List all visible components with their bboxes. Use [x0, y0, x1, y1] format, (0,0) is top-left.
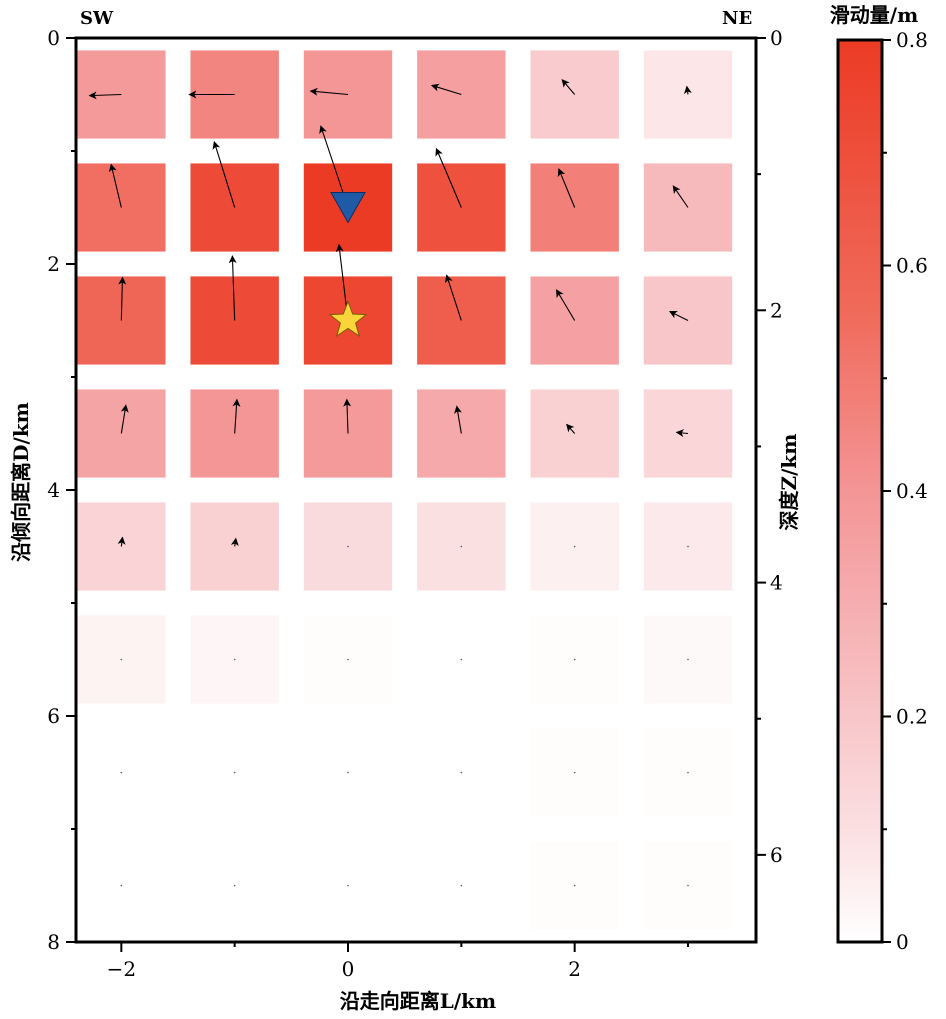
colorbar-tick-label: 0.4 — [896, 479, 928, 503]
hypocenter-star — [328, 300, 368, 338]
slip-vector-r3-c1 — [118, 276, 127, 321]
slip-vector-r1-c5 — [561, 79, 576, 95]
slip-vector-r3-c5 — [556, 289, 576, 321]
x-tick-label: 0 — [342, 957, 355, 981]
slip-vector-r6-c3 — [347, 658, 349, 661]
slip-vector-r4-c4 — [454, 405, 462, 434]
slip-vector-r7-c5 — [573, 771, 576, 774]
slip-patch-r4-c1 — [77, 389, 166, 478]
slip-vector-r8-c6 — [687, 884, 689, 887]
slip-vector-r4-c1 — [120, 404, 129, 434]
slip-vector-r4-c3 — [343, 398, 352, 434]
slip-vector-r8-c5 — [573, 884, 576, 887]
slip-vector-r3-c6 — [668, 310, 689, 321]
slip-vector-r8-c3 — [347, 884, 349, 887]
slip-patches — [77, 50, 733, 930]
colorbar-tick-label: 0.2 — [896, 705, 928, 729]
slip-vector-r6-c2 — [233, 658, 236, 661]
slip-vector-r7-c1 — [120, 771, 123, 774]
depth-tick-label: 0 — [770, 26, 783, 50]
slip-vector-r7-c3 — [347, 771, 349, 774]
slip-vector-r8-c1 — [120, 884, 123, 887]
slip-vector-r7-c6 — [687, 771, 689, 774]
y-tick-label: 0 — [47, 26, 60, 50]
slip-vector-r2-c2 — [212, 141, 236, 208]
slip-patch-r5-c1 — [77, 502, 166, 591]
slip-vector-r3-c4 — [444, 274, 462, 321]
colorbar-ticks: 0 0.2 0.4 0.6 0.8 — [882, 28, 928, 954]
colorbar — [836, 38, 884, 944]
station-triangle-marker — [330, 192, 366, 224]
colorbar-tick-label: 0.8 — [896, 28, 928, 52]
slip-patch-r3-c1 — [77, 276, 166, 365]
y-tick-label: 8 — [47, 930, 60, 954]
slip-vector-r7-c2 — [233, 771, 236, 774]
slip-vector-r2-c5 — [557, 168, 576, 208]
depth-tick-label: 4 — [770, 571, 783, 595]
slip-vector-r1-c4 — [430, 83, 462, 96]
x-axis: −2 0 2 — [107, 942, 689, 981]
depth-axis-title: 深度Z/km — [777, 434, 801, 531]
slip-vector-r8-c4 — [460, 884, 463, 887]
colorbar-title: 滑动量/m — [830, 3, 918, 27]
depth-axis: 0 2 4 6 — [756, 26, 783, 867]
slip-vector-r3-c2 — [228, 255, 237, 321]
slip-vector-r6-c1 — [120, 658, 123, 661]
slip-vector-r5-c1 — [117, 536, 126, 547]
x-tick-label: −2 — [107, 957, 136, 981]
y-tick-label: 4 — [47, 478, 60, 502]
slip-vector-r4-c5 — [566, 423, 576, 434]
slip-vector-r2-c4 — [435, 147, 462, 208]
slip-vector-r6-c5 — [573, 658, 576, 661]
slip-vector-r4-c2 — [232, 398, 241, 434]
slip-vector-r2-c1 — [108, 163, 122, 208]
y-axis: 0 2 4 6 8 — [47, 26, 76, 954]
slip-vector-r5-c4 — [460, 545, 463, 548]
slip-vectors — [88, 79, 692, 887]
slip-patch-r5-c2 — [190, 502, 279, 591]
slip-vector-r5-c6 — [687, 545, 689, 548]
slip-vector-r1-c1 — [88, 91, 122, 100]
x-axis-title: 沿走向距离L/km — [340, 989, 496, 1013]
x-tick-label: 2 — [568, 957, 581, 981]
slip-vector-r5-c3 — [347, 545, 349, 548]
y-tick-label: 2 — [47, 252, 60, 276]
slip-vector-r8-c2 — [233, 884, 236, 887]
event-markers — [328, 192, 368, 338]
y-tick-label: 6 — [47, 704, 60, 728]
direction-label-sw: SW — [80, 8, 114, 29]
slip-vector-r1-c6 — [683, 85, 692, 95]
depth-tick-label: 6 — [770, 843, 783, 867]
slip-vector-r6-c6 — [687, 658, 689, 661]
slip-vector-r5-c2 — [230, 537, 239, 547]
slip-vector-r7-c4 — [460, 771, 463, 774]
depth-tick-label: 2 — [770, 298, 783, 322]
slip-vector-r4-c6 — [675, 429, 689, 438]
colorbar-tick-label: 0.6 — [896, 254, 928, 278]
slip-vector-r6-c4 — [460, 658, 463, 661]
slip-vector-r1-c3 — [309, 87, 349, 96]
slip-vector-r5-c5 — [573, 545, 576, 548]
slip-patch-r4-c2 — [190, 389, 279, 478]
direction-label-ne: NE — [722, 8, 752, 29]
colorbar-tick-label: 0 — [896, 930, 909, 954]
y-axis-title: 沿倾向距离D/km — [9, 402, 33, 562]
slip-vector-r2-c6 — [672, 185, 689, 208]
